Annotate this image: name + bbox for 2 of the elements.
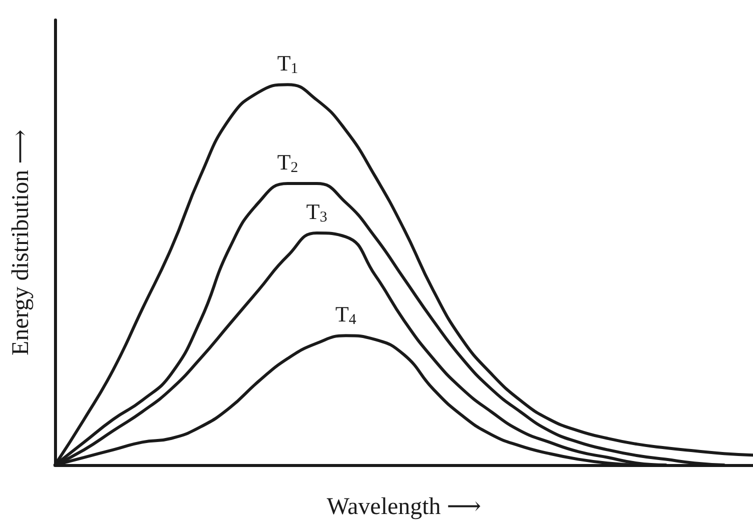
y-axis-title: Energy distribution ⟶ [8,130,34,356]
x-axis-title: Wavelength ⟶ [326,494,482,520]
